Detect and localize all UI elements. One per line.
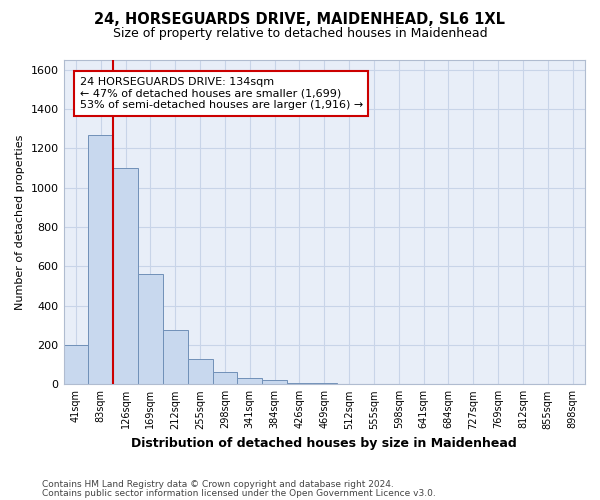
Bar: [113, 168, 138, 384]
Text: Contains HM Land Registry data © Crown copyright and database right 2024.: Contains HM Land Registry data © Crown c…: [42, 480, 394, 489]
X-axis label: Distribution of detached houses by size in Maidenhead: Distribution of detached houses by size …: [131, 437, 517, 450]
Text: Size of property relative to detached houses in Maidenhead: Size of property relative to detached ho…: [113, 28, 487, 40]
Bar: [238, 378, 262, 384]
Bar: [138, 274, 163, 384]
Bar: [163, 330, 188, 384]
Bar: [88, 134, 113, 384]
Bar: [287, 382, 312, 384]
Bar: [212, 372, 238, 384]
Bar: [262, 380, 287, 384]
Text: 24 HORSEGUARDS DRIVE: 134sqm
← 47% of detached houses are smaller (1,699)
53% of: 24 HORSEGUARDS DRIVE: 134sqm ← 47% of de…: [80, 77, 363, 110]
Text: Contains public sector information licensed under the Open Government Licence v3: Contains public sector information licen…: [42, 488, 436, 498]
Bar: [188, 359, 212, 384]
Text: 24, HORSEGUARDS DRIVE, MAIDENHEAD, SL6 1XL: 24, HORSEGUARDS DRIVE, MAIDENHEAD, SL6 1…: [95, 12, 505, 28]
Bar: [64, 345, 88, 385]
Y-axis label: Number of detached properties: Number of detached properties: [15, 134, 25, 310]
